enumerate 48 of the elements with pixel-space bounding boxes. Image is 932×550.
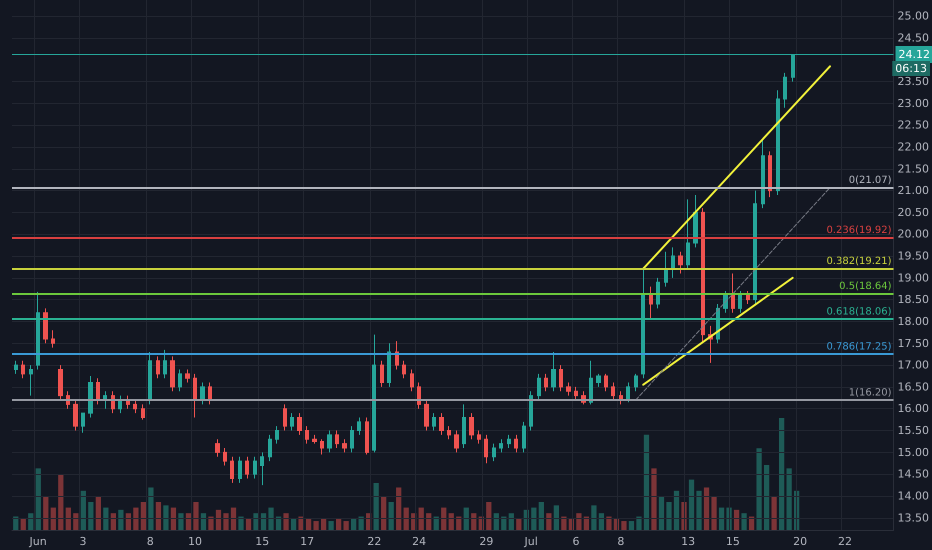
y-tick-label: 19.50 [898, 250, 930, 263]
x-tick-label: 17 [300, 535, 314, 548]
x-tick-label: 15 [255, 535, 270, 548]
y-tick-label: 15.50 [898, 424, 930, 438]
x-tick-label: 10 [188, 535, 202, 548]
ref-line-label: 0.236(19.92) [826, 225, 892, 236]
y-tick-label: 15.00 [898, 446, 930, 459]
ref-line-label: 24.12 [898, 48, 930, 62]
y-tick-label: 23.50 [898, 75, 930, 88]
y-tick-label: 18.50 [898, 293, 930, 306]
y-tick-label: 19.00 [898, 271, 930, 284]
y-tick-label: 25.00 [898, 10, 930, 23]
y-tick-label: 21.00 [898, 184, 930, 198]
y-tick-label: 22.50 [898, 118, 930, 132]
y-tick-label: 16.00 [898, 402, 930, 416]
y-tick-label: 23.00 [898, 96, 930, 110]
y-tick-label: 17.00 [898, 358, 930, 372]
x-tick-label: Jul [524, 535, 538, 548]
ref-line-label: 0.382(19.21) [826, 256, 892, 268]
x-tick-label: 24 [412, 535, 426, 548]
text: 06:13 [895, 62, 928, 75]
ref-line-label: 0(21.07) [848, 175, 892, 186]
x-tick-label: 3 [79, 535, 86, 548]
y-tick-label: 14.00 [898, 489, 930, 502]
ref-line-label: 0.786(17.25) [826, 342, 892, 353]
x-tick-label: 13 [681, 535, 696, 548]
x-tick-label: 8 [146, 535, 154, 548]
y-tick-label: 18.00 [898, 314, 930, 328]
x-tick-label: 20 [793, 535, 808, 548]
x-tick-label: 6 [572, 535, 580, 548]
y-tick-label: 20.00 [898, 228, 930, 241]
y-tick-label: 24.50 [898, 31, 930, 44]
x-tick-label: 22 [367, 535, 382, 548]
ref-line-label: 1(16.20) [848, 388, 892, 399]
ref-line-label: 0.618(18.06) [826, 306, 892, 318]
x-tick-label: 15 [726, 535, 740, 548]
y-tick-label: 21.50 [898, 162, 930, 176]
x-tick-label: 29 [479, 535, 494, 548]
x-tick-label: 22 [838, 535, 852, 548]
x-tick-label: Jun [28, 535, 47, 548]
y-tick-label: 16.50 [898, 380, 930, 394]
ref-line-label: 0.5(18.64) [839, 281, 892, 292]
x-tick-label: 8 [617, 535, 624, 548]
y-tick-label: 13.50 [898, 511, 930, 524]
y-tick-label: 20.50 [898, 206, 930, 219]
y-tick-label: 14.50 [898, 468, 930, 481]
y-tick-label: 22.00 [898, 140, 930, 154]
y-tick-label: 17.50 [898, 336, 930, 350]
